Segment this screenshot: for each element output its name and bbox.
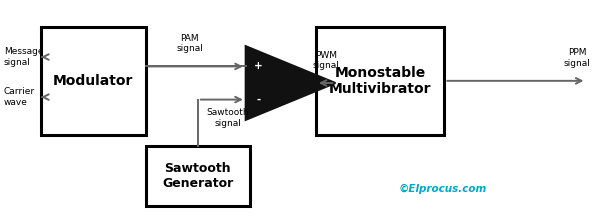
Text: +: + [254, 61, 262, 72]
Bar [316, 27, 444, 135]
Bar [41, 27, 146, 135]
Polygon shape [246, 46, 335, 120]
Text: Modulator: Modulator [53, 74, 134, 88]
Text: PPM
signal: PPM signal [564, 48, 591, 68]
Text: ©Elprocus.com: ©Elprocus.com [399, 184, 487, 194]
Text: Message
signal: Message signal [4, 47, 43, 67]
Text: Sawtooth
signal: Sawtooth signal [207, 108, 249, 128]
Text: -: - [256, 95, 261, 105]
Text: Monostable
Multivibrator: Monostable Multivibrator [329, 66, 431, 96]
Text: PAM
signal: PAM signal [176, 34, 203, 53]
Text: PWM
signal: PWM signal [312, 51, 339, 70]
Text: Carrier
wave: Carrier wave [4, 87, 35, 107]
Text: Sawtooth
Generator: Sawtooth Generator [162, 162, 234, 190]
Bar [146, 146, 250, 206]
